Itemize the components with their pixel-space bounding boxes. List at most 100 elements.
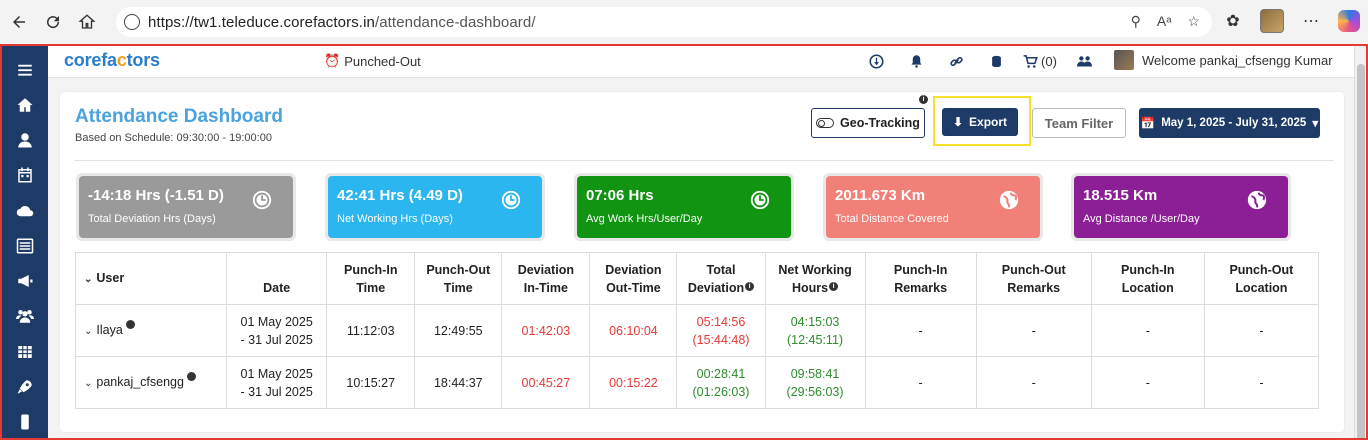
info-icon[interactable]: i	[919, 95, 928, 104]
header-deviation-out-time: Deviation Out-Time	[589, 252, 678, 305]
user-menu[interactable]: Welcome pankaj_cfsengg Kumar	[1114, 50, 1333, 70]
home-icon[interactable]	[72, 7, 102, 37]
attendance-card: Attendance Dashboard Based on Schedule: …	[60, 92, 1344, 432]
punch-in-cell: 11:12:03	[326, 304, 416, 357]
divider	[74, 160, 1334, 161]
team-icon[interactable]	[2, 299, 48, 334]
alarm-clock-icon: ⏰	[324, 53, 341, 68]
punch-in-location-cell: -	[1090, 304, 1205, 357]
globe-icon	[1247, 190, 1267, 210]
more-options-icon[interactable]: ⋯	[1303, 13, 1319, 30]
globe-icon[interactable]	[186, 372, 196, 381]
menu-toggle-icon[interactable]	[2, 52, 48, 87]
deviation-out-cell: 00:15:22	[589, 356, 678, 409]
header-punch-out-remarks: Punch-Out Remarks	[975, 252, 1092, 305]
attendance-table: ⌄ User Date Punch-In Time Punch-Out Time De…	[74, 252, 1320, 409]
globe-icon[interactable]	[125, 320, 135, 329]
page-scrollbar[interactable]	[1354, 44, 1366, 440]
user-icon[interactable]	[2, 123, 48, 158]
punch-out-remarks-cell: -	[975, 304, 1092, 357]
chevron-down-icon: ⌄	[84, 326, 93, 337]
list-icon[interactable]	[2, 228, 48, 263]
punch-out-cell: 18:44:37	[414, 356, 503, 409]
corefactors-logo[interactable]: corefactors	[64, 50, 160, 70]
clock-icon	[750, 190, 770, 210]
stat-tile-total-distance: 2011.673 Km Total Distance Covered	[823, 173, 1043, 241]
favorite-star-icon[interactable]: ☆	[1187, 13, 1200, 29]
toggle-icon	[816, 118, 835, 128]
stat-tile-avg-distance: 18.515 Km Avg Distance /User/Day	[1071, 173, 1291, 241]
caret-down-icon: ▾	[1312, 118, 1319, 130]
punch-out-remarks-cell: -	[975, 356, 1092, 409]
coins-icon[interactable]	[976, 50, 1016, 72]
total-deviation-cell: 05:14:56 (15:44:48)	[676, 304, 766, 357]
copilot-icon[interactable]	[1338, 10, 1360, 32]
stat-tile-net-working: 42:41 Hrs (4.49 D) Net Working Hrs (Days…	[325, 173, 545, 241]
export-button[interactable]: ⬇ Export	[942, 108, 1018, 136]
download-icon[interactable]	[856, 50, 896, 72]
mobile-icon[interactable]	[2, 405, 48, 440]
header-total-deviation: Total Deviation i	[676, 252, 766, 305]
table-row[interactable]: ⌄ pankaj_cfsengg 01 May 2025- 31 Jul 2025…	[74, 356, 1320, 409]
info-icon[interactable]: i	[745, 281, 755, 291]
chevron-down-icon: ⌄	[84, 273, 93, 285]
chevron-down-icon: ⌄	[84, 378, 93, 389]
scrollbar-thumb[interactable]	[1357, 64, 1365, 440]
reload-icon[interactable]	[38, 7, 68, 37]
address-bar[interactable]: https://tw1.teleduce.corefactors.in/atte…	[116, 7, 1212, 37]
avatar	[1114, 50, 1134, 70]
header-date: Date	[226, 252, 328, 305]
cart-icon	[1023, 54, 1038, 68]
punch-in-cell: 10:15:27	[326, 356, 416, 409]
read-aloud-icon[interactable]: Aᵃ	[1156, 13, 1172, 29]
home-icon[interactable]	[2, 87, 48, 122]
profile-avatar[interactable]	[1260, 9, 1284, 33]
megaphone-icon[interactable]	[2, 264, 48, 299]
geo-tracking-button[interactable]: Geo-Tracking	[811, 108, 925, 138]
deviation-in-cell: 00:45:27	[501, 356, 591, 409]
app-header: corefactors ⏰ Punched-Out (0) Welcome pa…	[48, 44, 1354, 78]
globe-icon	[999, 190, 1019, 210]
user-cell[interactable]: ⌄ Ilaya	[74, 304, 228, 357]
users-icon[interactable]	[1064, 50, 1104, 72]
rocket-icon[interactable]	[2, 369, 48, 404]
deviation-out-cell: 06:10:04	[589, 304, 678, 357]
team-filter-button[interactable]: Team Filter	[1032, 108, 1126, 138]
url-text: https://tw1.teleduce.corefactors.in/atte…	[148, 13, 536, 31]
punch-in-remarks-cell: -	[864, 304, 977, 357]
date-range-button[interactable]: 📅 May 1, 2025 - July 31, 2025 ▾	[1139, 108, 1320, 138]
schedule-text: Based on Schedule: 09:30:00 - 19:00:00	[75, 132, 272, 144]
cart-button[interactable]: (0)	[1016, 50, 1064, 72]
punch-out-cell: 12:49:55	[414, 304, 503, 357]
browser-toolbar: https://tw1.teleduce.corefactors.in/atte…	[0, 0, 1368, 44]
punch-in-remarks-cell: -	[864, 356, 977, 409]
info-icon[interactable]: i	[829, 281, 839, 291]
header-user[interactable]: ⌄ User	[74, 252, 228, 305]
cloud-icon[interactable]	[2, 193, 48, 228]
table-icon[interactable]	[2, 334, 48, 369]
punch-in-location-cell: -	[1090, 356, 1205, 409]
header-punch-out-time: Punch-Out Time	[414, 252, 503, 305]
bell-icon[interactable]	[896, 50, 936, 72]
cart-count: (0)	[1041, 53, 1057, 69]
table-row[interactable]: ⌄ Ilaya 01 May 2025- 31 Jul 2025 11:12:03…	[74, 304, 1320, 357]
header-punch-in-location: Punch-In Location	[1090, 252, 1205, 305]
clock-icon	[252, 190, 272, 210]
deviation-in-cell: 01:42:03	[501, 304, 591, 357]
stat-tile-total-deviation: -14:18 Hrs (-1.51 D) Total Deviation Hrs…	[76, 173, 296, 241]
header-net-working-hours: Net Working Hours i	[764, 252, 866, 305]
zoom-icon[interactable]: ⚲	[1130, 13, 1141, 29]
export-highlight	[933, 96, 1031, 146]
user-cell[interactable]: ⌄ pankaj_cfsengg	[74, 356, 228, 409]
lock-icon	[124, 14, 140, 30]
extensions-icon[interactable]: ✿	[1226, 13, 1240, 30]
calendar-icon[interactable]	[2, 158, 48, 193]
table-header-row: ⌄ User Date Punch-In Time Punch-Out Time De…	[74, 252, 1320, 305]
link-icon[interactable]	[936, 50, 976, 72]
page-title: Attendance Dashboard	[75, 106, 283, 127]
punch-out-location-cell: -	[1203, 356, 1320, 409]
date-cell: 01 May 2025- 31 Jul 2025	[226, 356, 328, 409]
calendar-icon: 📅	[1140, 118, 1156, 130]
header-deviation-in-time: Deviation In-Time	[501, 252, 591, 305]
back-icon[interactable]	[4, 7, 34, 37]
